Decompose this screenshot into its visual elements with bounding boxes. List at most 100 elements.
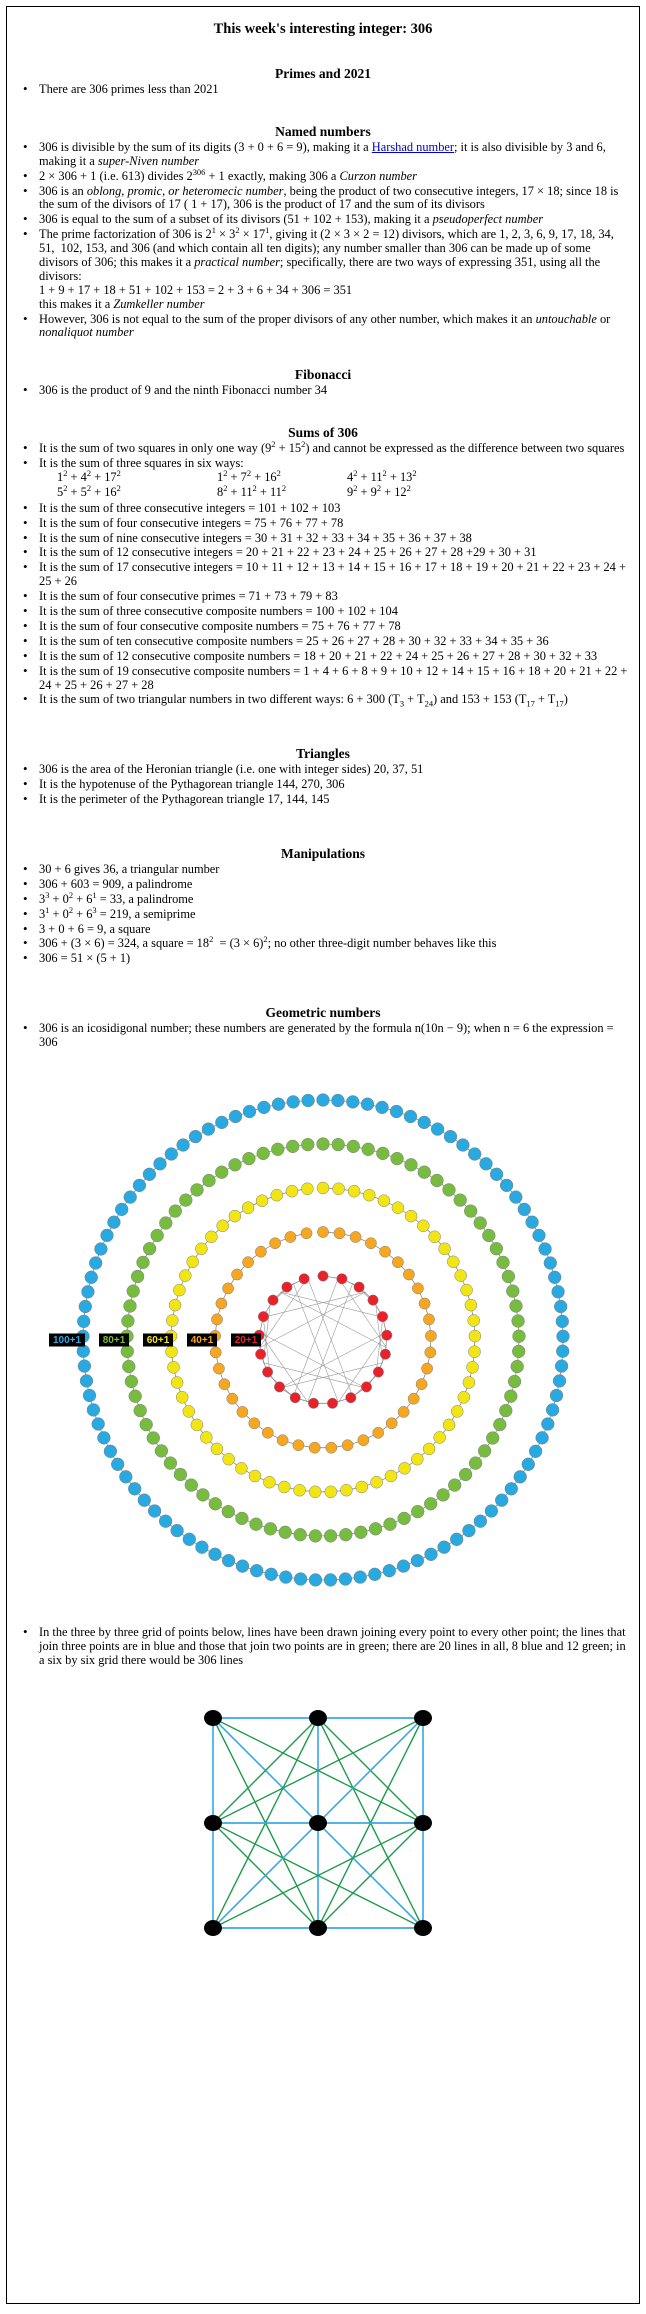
list-item: 3 + 0 + 6 = 9, a square [17, 922, 629, 937]
ring-dot [396, 1559, 411, 1573]
ring-dot [285, 1184, 299, 1198]
ring-dot [91, 1417, 105, 1431]
ring-dot [549, 1388, 564, 1403]
ring-dot [182, 1405, 196, 1418]
ring-dot [447, 1255, 460, 1269]
ring-dot [397, 1406, 410, 1418]
ring-dot [365, 1237, 377, 1250]
term-super-niven: super-Niven number [97, 153, 200, 168]
list-item-harshad: 306 is divisible by the sum of its digit… [17, 139, 629, 169]
ring-dot [331, 1137, 345, 1152]
list-item-triangular: It is the sum of two triangular numbers … [17, 692, 629, 708]
ring-dot [417, 1115, 431, 1130]
ring-dot [300, 1227, 313, 1240]
term-curzon: Curzon number [339, 168, 417, 183]
ring-dot [262, 1366, 274, 1378]
spacer [17, 40, 629, 50]
ring-dot [433, 1431, 446, 1444]
grid-line-blue [212, 1822, 319, 1929]
ring-dot [392, 1256, 404, 1269]
list-item: It is the sum of 19 consecutive composit… [17, 664, 629, 693]
ring-dot [120, 1344, 134, 1359]
ring-dot [404, 1209, 418, 1223]
ring-dot [424, 1346, 437, 1359]
ring-dot [509, 1299, 523, 1313]
spiral-ring-60plus1: 60+1 [143, 1181, 482, 1499]
list-item-icosidigonal: 306 is an icosidigonal number; these num… [17, 1021, 629, 1050]
grid-point [414, 1814, 432, 1831]
ring-dot [257, 1100, 271, 1115]
spacer [17, 341, 629, 351]
ring-dot [368, 1567, 382, 1581]
list-item-grid-note: In the three by three grid of points bel… [17, 1625, 629, 1668]
list-item-three-squares: It is the sum of three squares in six wa… [17, 456, 629, 501]
ring-dot [345, 1392, 357, 1404]
ring-dot [173, 1467, 188, 1482]
ring-dot [167, 1361, 180, 1374]
ring-dot [236, 1406, 249, 1418]
ring-dot [411, 1504, 425, 1519]
ring-dot [397, 1511, 411, 1526]
ring-dot [510, 1359, 524, 1374]
ring-dot [94, 1242, 108, 1256]
ring-dot [355, 1480, 368, 1494]
ring-label-text: 100+1 [53, 1335, 82, 1346]
ring-dot [403, 1109, 418, 1124]
ring-dot [276, 1434, 289, 1447]
list-item-cube-palindrome: 33 + 02 + 61 = 33, a palindrome [17, 890, 629, 907]
cell: 12 + 42 + 172 [57, 467, 121, 485]
ring-dot [336, 1273, 348, 1285]
list-geometric: 306 is an icosidigonal number; these num… [17, 1021, 629, 1050]
ring-dot [556, 1329, 570, 1343]
ring-dot [179, 1193, 193, 1207]
grid-line-green [212, 1717, 424, 1824]
ring-dot [123, 1299, 137, 1313]
ring-dot [323, 1573, 338, 1587]
list-item: It is the sum of four consecutive intege… [17, 516, 629, 531]
ring-dot [456, 1138, 470, 1152]
ring-dot [79, 1374, 94, 1388]
ring-dot [286, 1095, 300, 1109]
ring-dot [128, 1389, 142, 1403]
ring-dot [271, 1142, 285, 1156]
ring-dot [317, 1226, 329, 1238]
ring-dot [292, 1439, 305, 1452]
grid-points [204, 1709, 432, 1936]
ring-dot [332, 1182, 345, 1196]
ring-dot [430, 1122, 445, 1136]
ring-dot [298, 1273, 310, 1285]
ring-dot [404, 1158, 418, 1172]
list-item: It is the sum of ten consecutive composi… [17, 634, 629, 649]
ring-dot [263, 1522, 278, 1536]
ring-dot [146, 1431, 160, 1445]
ring-label-box [187, 1333, 217, 1347]
ring-dot [284, 1231, 297, 1243]
spiral-ring-40plus1: 40+1 [187, 1226, 437, 1454]
ring-dot [496, 1255, 510, 1270]
ring-dot [130, 1269, 145, 1284]
ring-dot [340, 1483, 353, 1497]
ring-dot [168, 1298, 182, 1312]
term-untouchable: untouchable [535, 311, 597, 326]
ring-dot [281, 1281, 293, 1293]
ring-dot [324, 1485, 338, 1499]
list-grid-note: In the three by three grid of points bel… [17, 1625, 629, 1668]
grid-line-green [212, 1717, 319, 1824]
ring-dot [466, 1361, 479, 1374]
ring-dot [226, 1392, 239, 1405]
ring-dot [417, 1165, 431, 1179]
ring-dot [377, 1194, 391, 1207]
harshad-number-link[interactable]: Harshad number [371, 139, 455, 154]
ring-dot [454, 1269, 467, 1282]
ring-dot [122, 1359, 136, 1374]
list-item: 30 + 6 gives 36, a triangular number [17, 862, 629, 877]
ring-dot [541, 1417, 555, 1431]
list-item: It is the sum of 17 consecutive integers… [17, 560, 629, 589]
page-title: This week's interesting integer: 306 [213, 21, 433, 37]
ring-dot [170, 1376, 184, 1389]
ring-dot [532, 1228, 546, 1243]
ring-dot [423, 1313, 435, 1326]
ring-dot [384, 1469, 398, 1483]
ring-dot [166, 1314, 179, 1327]
ring-dot [195, 1540, 209, 1554]
